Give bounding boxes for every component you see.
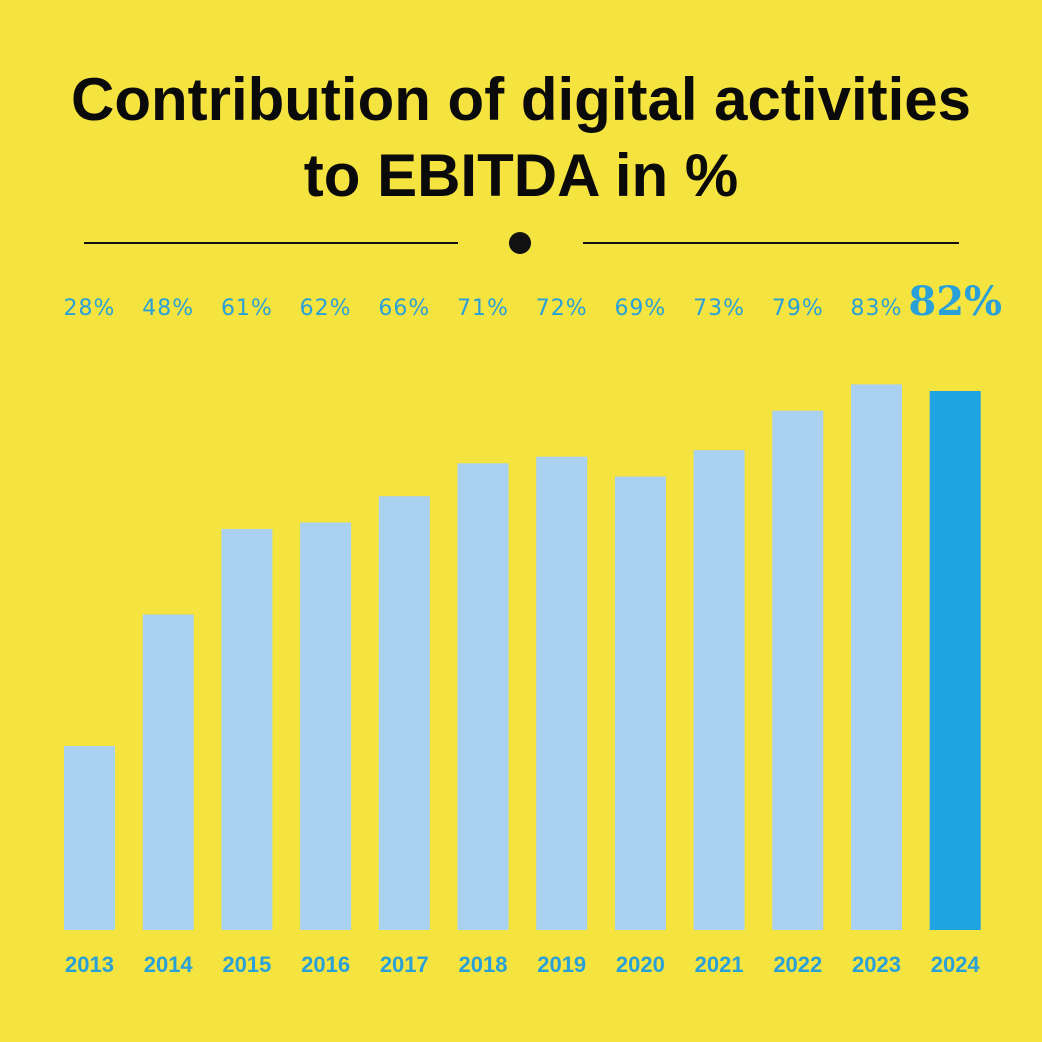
x-tick-label-2024: 2024 <box>931 952 981 977</box>
bar-2019 <box>536 456 588 930</box>
bar-2018 <box>457 463 509 930</box>
value-label-2021: 73% <box>693 296 745 321</box>
x-tick-label-2019: 2019 <box>537 952 586 977</box>
title-divider-right <box>583 242 959 244</box>
value-label-2014: 48% <box>142 296 194 321</box>
chart-title: Contribution of digital activities to EB… <box>0 62 1042 214</box>
x-tick-label-2016: 2016 <box>301 952 350 977</box>
bar-2022 <box>772 410 824 930</box>
value-label-2015: 61% <box>221 296 273 321</box>
x-tick-label-2023: 2023 <box>852 952 901 977</box>
bar-2021 <box>693 450 745 930</box>
value-label-2019: 72% <box>536 296 588 321</box>
value-label-2020: 69% <box>614 296 666 321</box>
value-label-2024: 82% <box>908 278 1002 325</box>
value-label-2013: 28% <box>64 296 116 321</box>
value-label-2018: 71% <box>457 296 509 321</box>
x-tick-label-2015: 2015 <box>222 952 271 977</box>
value-label-2017: 66% <box>378 296 430 321</box>
bar-2017 <box>378 496 430 930</box>
bar-2024 <box>929 391 981 930</box>
chart-title-line-1: Contribution of digital activities <box>71 66 971 133</box>
bar-2016 <box>300 522 352 930</box>
x-tick-label-2018: 2018 <box>459 952 508 977</box>
bar-2015 <box>221 529 273 930</box>
x-tick-label-2017: 2017 <box>380 952 429 977</box>
chart-title-line-2: to EBITDA in % <box>303 142 739 209</box>
x-tick-label-2020: 2020 <box>616 952 665 977</box>
bar-2013 <box>64 746 115 930</box>
title-divider-dot <box>509 232 531 254</box>
value-label-2022: 79% <box>772 296 824 321</box>
x-tick-label-2014: 2014 <box>144 952 194 977</box>
x-tick-label-2022: 2022 <box>773 952 822 977</box>
bar-2020 <box>614 476 666 930</box>
bar-2014 <box>142 614 194 930</box>
value-label-2023: 83% <box>851 296 903 321</box>
title-divider-left <box>84 242 458 244</box>
value-label-2016: 62% <box>300 296 352 321</box>
bar-2023 <box>851 384 902 930</box>
x-tick-label-2013: 2013 <box>65 952 114 977</box>
x-tick-label-2021: 2021 <box>695 952 744 977</box>
